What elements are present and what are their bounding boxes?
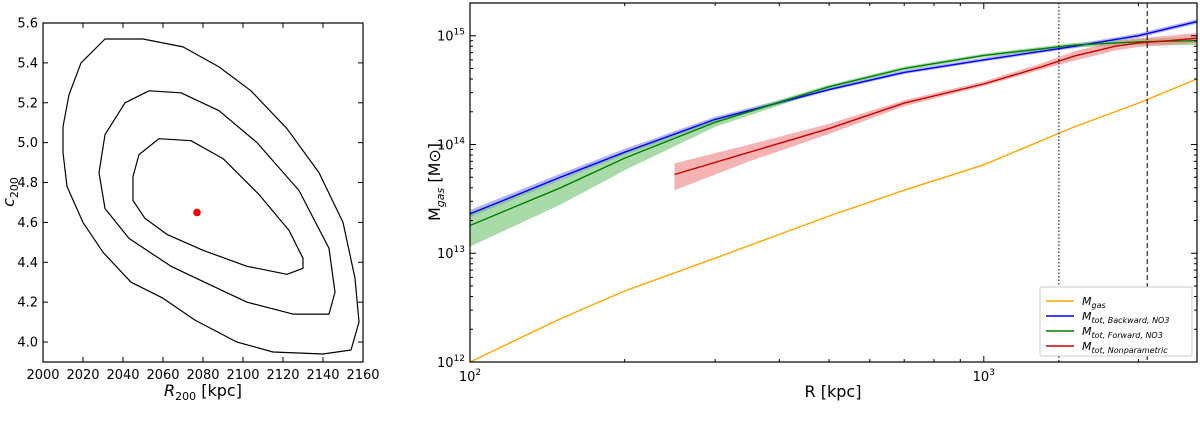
y-tick-label: 5.0 [17, 136, 38, 151]
right-y-axis-label: Mgas [M⊙] [425, 143, 447, 221]
y-tick-label: 1012 [437, 354, 465, 371]
x-tick-label: 2020 [66, 368, 99, 383]
x-tick-label: 2000 [26, 368, 59, 383]
line-series-3 [674, 37, 1198, 176]
mass-profile-panel: 102 103 1012 1013 1014 1015 R [kpc] Mgas [M⊙]… [425, 2, 1198, 401]
legend-entry-gas: Mgas [1046, 295, 1106, 310]
y-tick-label: 4.4 [17, 256, 38, 271]
legend-label: Mtot, Forward, NO3 [1082, 325, 1163, 340]
left-y-axis-label: c200 [0, 177, 21, 207]
legend-label: Mtot, Nonparametric [1082, 340, 1168, 355]
contour-panel: 2000 2020 2040 2060 2080 2100 2120 2140 2160 4.0 4… [0, 17, 380, 404]
legend: Mgas Mtot, Backward, NO3 Mtot, Forward, … [1039, 286, 1193, 357]
legend-entry-nonparametric: Mtot, Nonparametric [1046, 340, 1168, 355]
contour-middle [98, 90, 336, 315]
band-series-1 [470, 19, 1197, 218]
x-tick-label: 2060 [146, 368, 179, 383]
x-tick-label: 103 [973, 368, 995, 385]
legend-entry-forward: Mtot, Forward, NO3 [1046, 325, 1163, 340]
confidence-bands [470, 19, 1197, 247]
y-tick-label: 5.4 [17, 56, 38, 71]
y-tick-label: 1014 [437, 136, 465, 153]
x-tick-label: 2080 [186, 368, 219, 383]
x-tick-label: 2100 [226, 368, 259, 383]
best-fit-point [193, 208, 201, 217]
y-tick-label: 1013 [437, 245, 465, 262]
line-series-2 [469, 40, 1198, 227]
series-lines [469, 20, 1198, 363]
legend-entry-backward: Mtot, Backward, NO3 [1046, 310, 1169, 325]
line-series-0 [469, 78, 1198, 363]
x-tick-label: 2160 [346, 368, 379, 383]
contour-inner [132, 138, 304, 275]
contour-lines [62, 38, 360, 355]
x-tick-label: 2040 [106, 368, 139, 383]
line-series-1 [469, 20, 1198, 215]
legend-label: Mtot, Backward, NO3 [1082, 310, 1169, 325]
y-tick-label: 1015 [437, 28, 465, 45]
contour-outer [62, 38, 360, 355]
right-plot-frame [469, 2, 1198, 363]
x-tick-label: 2120 [266, 368, 299, 383]
right-x-axis-label: R [kpc] [805, 382, 862, 401]
x-tick-label: 2140 [306, 368, 339, 383]
legend-label: Mgas [1082, 295, 1106, 310]
best-fit-marker [193, 208, 201, 217]
y-tick-label: 4.6 [17, 216, 38, 231]
y-tick-label: 4.0 [17, 336, 38, 351]
left-x-axis-label: R200 [kpc] [164, 381, 242, 403]
left-ticks: 2000 2020 2040 2060 2080 2100 2120 2140 2160 4.0 4… [17, 17, 379, 384]
y-tick-label: 4.2 [17, 296, 38, 311]
legend-box [1039, 286, 1193, 357]
y-tick-label: 5.6 [17, 17, 38, 32]
y-tick-label: 5.2 [17, 96, 38, 111]
left-plot-frame [42, 22, 364, 363]
x-tick-label: 102 [459, 368, 481, 385]
y-tick-label: 4.8 [17, 176, 38, 191]
